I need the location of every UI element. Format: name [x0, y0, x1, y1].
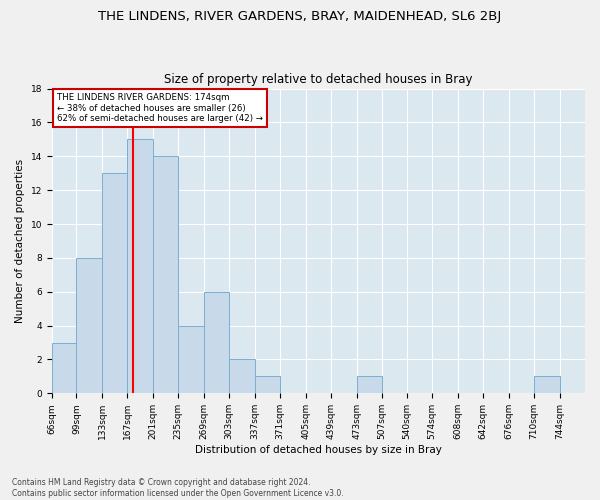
Y-axis label: Number of detached properties: Number of detached properties	[15, 159, 25, 323]
Bar	[102, 173, 127, 394]
Bar	[534, 376, 560, 394]
Title: Size of property relative to detached houses in Bray: Size of property relative to detached ho…	[164, 73, 473, 86]
Bar	[127, 140, 153, 394]
Text: THE LINDENS RIVER GARDENS: 174sqm
← 38% of detached houses are smaller (26)
62% : THE LINDENS RIVER GARDENS: 174sqm ← 38% …	[57, 93, 263, 123]
Bar	[178, 326, 204, 394]
Bar	[52, 342, 76, 394]
Bar	[76, 258, 102, 394]
Bar	[204, 292, 229, 394]
Text: THE LINDENS, RIVER GARDENS, BRAY, MAIDENHEAD, SL6 2BJ: THE LINDENS, RIVER GARDENS, BRAY, MAIDEN…	[98, 10, 502, 23]
Text: Contains HM Land Registry data © Crown copyright and database right 2024.
Contai: Contains HM Land Registry data © Crown c…	[12, 478, 344, 498]
Bar	[229, 360, 255, 394]
X-axis label: Distribution of detached houses by size in Bray: Distribution of detached houses by size …	[195, 445, 442, 455]
Bar	[153, 156, 178, 394]
Bar	[356, 376, 382, 394]
Bar	[255, 376, 280, 394]
